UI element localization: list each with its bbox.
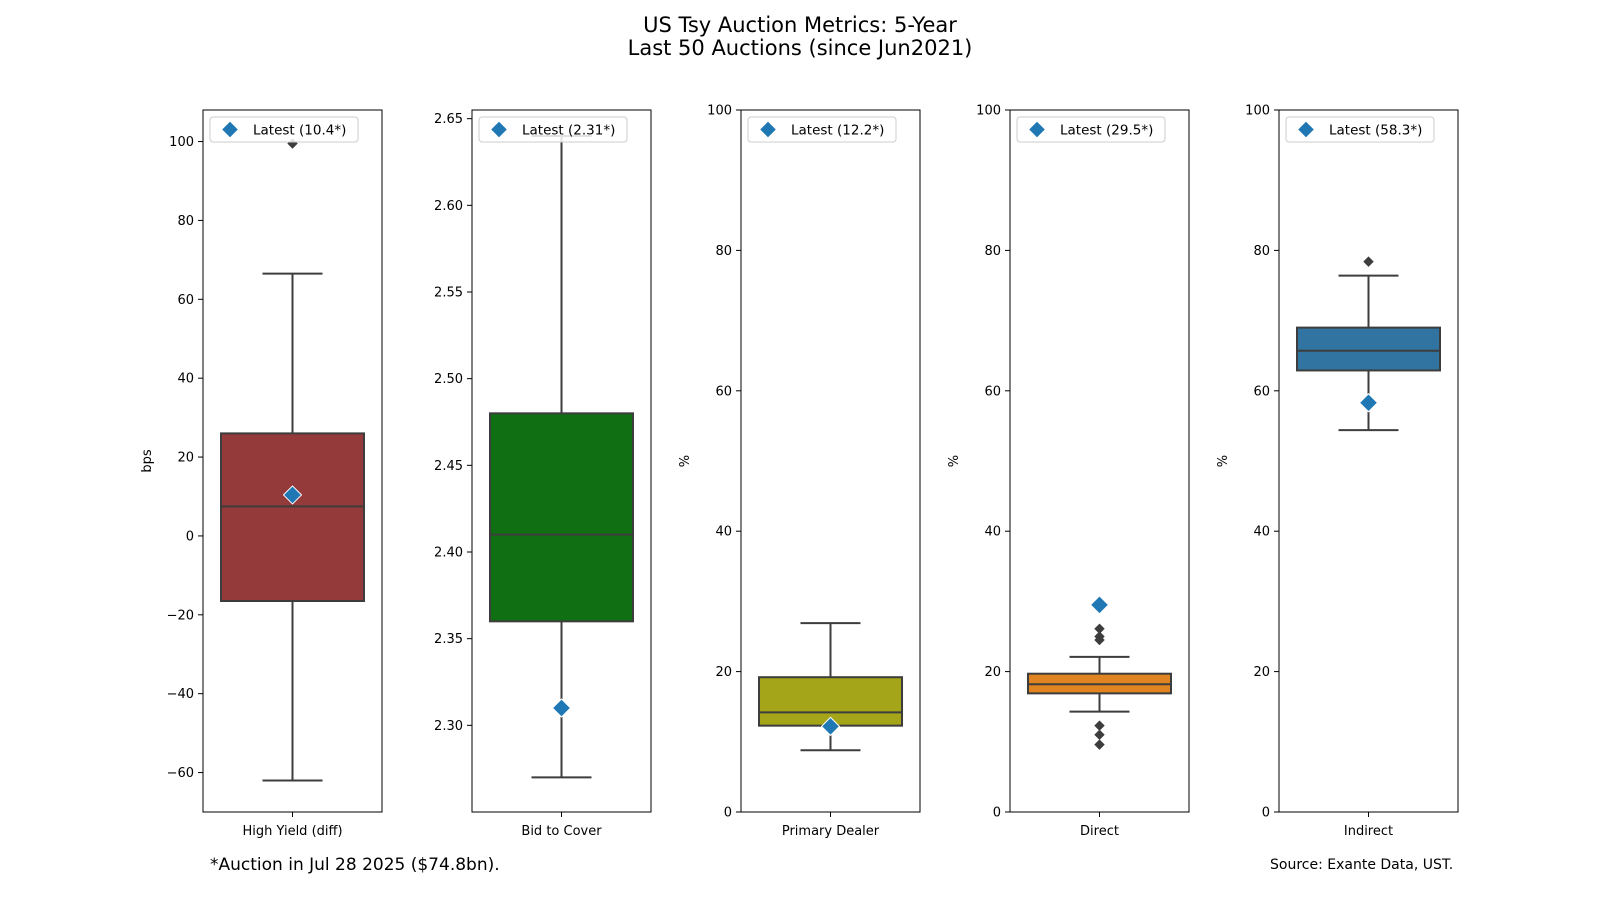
- iqr-box: [1296, 326, 1441, 372]
- panel-5: 0 20 40 60 80 100% Indirect Latest (58.3*): [1216, 104, 1459, 839]
- legend-diamond-icon: [1296, 120, 1316, 139]
- legend-label: Latest (12.2*): [791, 123, 884, 139]
- y-axis-label: bps: [140, 449, 155, 473]
- latest-marker: [1089, 595, 1110, 615]
- legend-diamond-icon: [489, 120, 509, 139]
- y-tick-label: 100: [707, 104, 732, 119]
- y-tick-label: 60: [1253, 384, 1270, 399]
- legend-box: [478, 116, 628, 143]
- x-category-label: Indirect: [1344, 824, 1393, 839]
- y-tick-label: 100: [1245, 104, 1270, 119]
- outlier-point: [1094, 631, 1105, 642]
- legend-box: [1016, 116, 1166, 143]
- panel-4: 0 20 40 60 80 100% Direct Latest (29.5*): [947, 104, 1190, 839]
- y-tick-label: −60: [167, 766, 194, 781]
- y-tick-label: 100: [976, 104, 1001, 119]
- y-tick-label: 80: [715, 244, 732, 259]
- outlier-point: [1094, 739, 1105, 750]
- outlier-point: [1094, 623, 1105, 634]
- legend-box: [1285, 116, 1435, 143]
- x-category-label: Direct: [1080, 824, 1119, 839]
- y-tick-label: 80: [1253, 244, 1270, 259]
- latest-marker: [1358, 393, 1379, 413]
- x-category-label: Bid to Cover: [521, 824, 602, 839]
- outlier-point: [1363, 256, 1374, 267]
- y-tick-label: 0: [993, 806, 1001, 821]
- y-tick-label: 40: [1253, 525, 1270, 540]
- y-tick-label: 60: [715, 384, 732, 399]
- iqr-box: [489, 412, 634, 623]
- y-tick-label: 2.35: [434, 632, 463, 647]
- y-tick-label: 0: [724, 806, 732, 821]
- panel-1: −60 −40 −20 0 20 40 60 80 100 bps High Yield (diff…: [140, 109, 383, 839]
- outlier-point: [1094, 729, 1105, 740]
- legend-box: [747, 116, 897, 143]
- y-tick-label: 0: [1262, 806, 1270, 821]
- legend-label: Latest (2.31*): [522, 123, 615, 139]
- legend-diamond-icon: [758, 120, 778, 139]
- axes-frame: [1278, 109, 1459, 813]
- y-tick-label: 2.50: [434, 372, 463, 387]
- y-tick-label: −20: [167, 608, 194, 623]
- x-category-label: High Yield (diff): [242, 824, 342, 839]
- panel-3: 0 20 40 60 80 100% Primary Dealer Latest (12.2*…: [678, 104, 921, 839]
- y-tick-label: 80: [177, 214, 194, 229]
- y-tick-label: 20: [984, 665, 1001, 680]
- y-tick-label: 40: [177, 372, 194, 387]
- y-tick-label: 40: [715, 525, 732, 540]
- latest-marker: [820, 716, 841, 737]
- chart-title: US Tsy Auction Metrics: 5-Year Last 50 A…: [0, 14, 1600, 60]
- legend-box: [209, 116, 359, 143]
- y-tick-label: 2.65: [434, 112, 463, 127]
- chart-title-line-1: US Tsy Auction Metrics: 5-Year: [643, 13, 957, 37]
- y-tick-label: 20: [1253, 665, 1270, 680]
- x-category-label: Primary Dealer: [782, 824, 880, 839]
- y-axis-label: %: [947, 455, 962, 467]
- legend-diamond-icon: [1027, 120, 1047, 139]
- y-tick-label: 100: [169, 135, 194, 150]
- y-tick-label: 0: [186, 529, 194, 544]
- y-tick-label: 2.45: [434, 459, 463, 474]
- legend-label: Latest (10.4*): [253, 123, 346, 139]
- latest-marker: [551, 698, 572, 718]
- y-axis-label: %: [1216, 455, 1231, 467]
- y-tick-label: 20: [715, 665, 732, 680]
- y-tick-label: 80: [984, 244, 1001, 259]
- outlier-point: [1094, 720, 1105, 731]
- legend-label: Latest (29.5*): [1060, 123, 1153, 139]
- y-tick-label: −40: [167, 687, 194, 702]
- chart-title-line-2: Last 50 Auctions (since Jun2021): [627, 36, 973, 60]
- y-tick-label: 2.60: [434, 199, 463, 214]
- y-tick-label: 2.40: [434, 546, 463, 561]
- panel-2: 2.30 2.35 2.40 2.45 2.50 2.55 2.60 2.65 Bid to C…: [434, 109, 652, 839]
- y-tick-label: 60: [177, 293, 194, 308]
- y-tick-label: 40: [984, 525, 1001, 540]
- latest-marker: [282, 485, 303, 505]
- legend-label: Latest (58.3*): [1329, 123, 1422, 139]
- y-axis-label: %: [678, 455, 693, 467]
- auction-footnote: *Auction in Jul 28 2025 ($74.8bn).: [210, 855, 500, 875]
- y-tick-label: 2.55: [434, 286, 463, 301]
- y-tick-label: 2.30: [434, 719, 463, 734]
- legend-diamond-icon: [220, 120, 240, 139]
- iqr-box: [220, 432, 365, 603]
- source-note: Source: Exante Data, UST.: [1270, 857, 1454, 873]
- y-tick-label: 60: [984, 384, 1001, 399]
- y-tick-label: 20: [177, 451, 194, 466]
